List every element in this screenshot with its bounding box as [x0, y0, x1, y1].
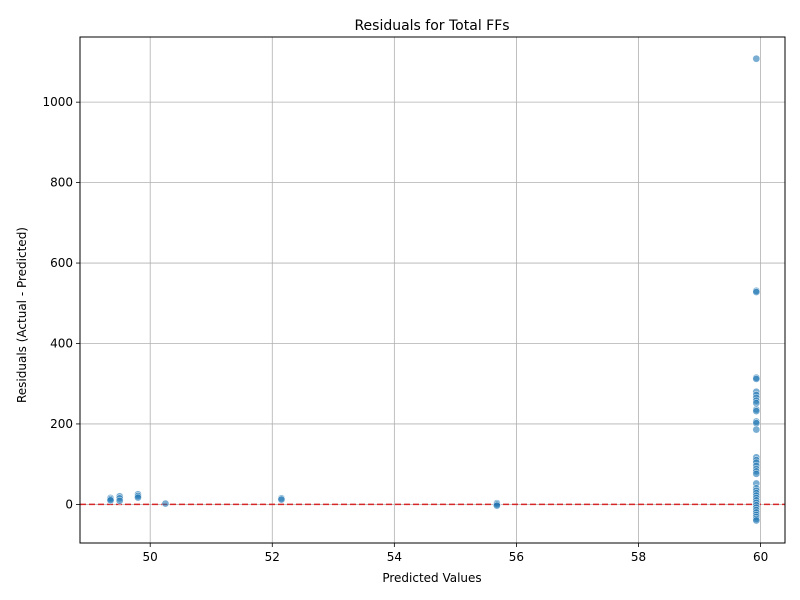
data-point — [134, 493, 142, 502]
x-tick-label: 52 — [265, 550, 280, 564]
y-axis-label: Residuals (Actual - Predicted) — [15, 227, 29, 403]
y-tick-label: 200 — [50, 417, 73, 431]
y-tick-label: 400 — [50, 336, 73, 350]
x-tick-label: 54 — [387, 550, 402, 564]
data-point — [752, 469, 761, 478]
data-point — [106, 496, 115, 505]
x-tick-label: 50 — [143, 550, 158, 564]
x-tick-label: 58 — [631, 550, 646, 564]
data-point — [752, 407, 761, 415]
y-axis-ticks: 0 200 400 600 800 1000 — [42, 95, 80, 511]
data-point — [277, 495, 286, 504]
y-tick-label: 1000 — [42, 95, 73, 109]
data-point — [752, 288, 761, 296]
data-point — [752, 419, 761, 427]
data-point — [752, 516, 761, 525]
x-axis-ticks: 50 52 54 56 58 60 — [143, 543, 768, 564]
chart-title: Residuals for Total FFs — [354, 18, 509, 34]
x-tick-label: 56 — [509, 550, 524, 564]
data-point — [752, 425, 761, 434]
data-point — [752, 54, 761, 63]
data-points — [106, 54, 761, 525]
data-point — [493, 501, 501, 510]
data-point — [752, 399, 761, 407]
plot-frame — [79, 36, 786, 544]
x-tick-label: 60 — [753, 550, 768, 564]
data-point — [115, 496, 124, 505]
y-tick-label: 600 — [50, 256, 73, 270]
data-point — [752, 375, 761, 383]
data-point — [161, 499, 170, 508]
y-tick-label: 0 — [65, 497, 73, 511]
y-tick-label: 800 — [50, 176, 73, 190]
x-axis-label: Predicted Values — [382, 571, 481, 585]
